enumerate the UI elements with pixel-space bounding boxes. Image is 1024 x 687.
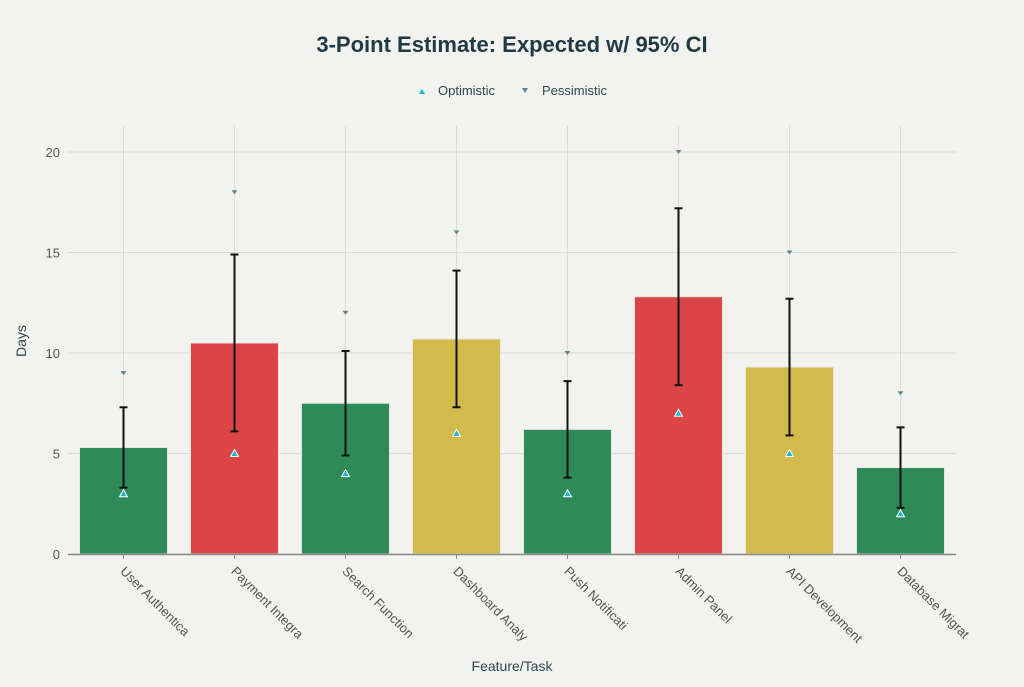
x-tick-label: Search Function [339,564,417,642]
optimistic-point [673,408,684,417]
y-axis-label: Days [13,325,29,357]
pessimistic-point [564,351,571,355]
y-tick-label: 20 [46,145,60,160]
chart-title: 3-Point Estimate: Expected w/ 95% CI [316,32,707,57]
pessimistic-point [786,250,793,255]
pessimistic-point [231,190,238,195]
pessimistic-point [453,230,460,235]
pessimistic-point [342,310,349,315]
markers [118,150,906,518]
optimistic-point [340,468,351,478]
optimistic-point [229,448,240,457]
pessimistic-point [897,391,904,396]
optimistic-point [895,508,906,518]
y-axis-ticks: 0 5 10 15 20 [46,145,60,562]
error-bars [119,207,905,509]
optimistic-point [562,488,573,498]
x-axis-label: Feature/Task [472,658,554,674]
legend-pessimistic-marker [522,88,528,93]
bars [79,296,945,555]
optimistic-point [784,448,795,457]
optimistic-point [118,488,129,498]
legend-optimistic-marker [419,89,425,94]
legend-optimistic-label[interactable]: Optimistic [438,83,496,98]
legend-pessimistic-label[interactable]: Pessimistic [542,83,608,98]
x-tick-label: User Authentica [117,564,193,640]
x-tick-label: API Development [783,564,865,646]
legend: Optimistic Pessimistic [419,83,608,98]
y-tick-label: 10 [46,346,60,361]
y-tick-label: 15 [46,246,60,261]
x-tick-label: Dashboard Analy [450,564,531,645]
x-tick-label: Database Migrat [894,564,972,642]
pessimistic-point [120,371,127,376]
y-tick-label: 0 [53,547,60,562]
optimistic-point [451,428,462,437]
y-tick-label: 5 [53,447,60,462]
x-tick-label: Push Notificati [561,564,630,633]
x-tick-label: Admin Panel [672,564,735,627]
x-tick-label: Payment Integra [228,564,307,643]
pessimistic-point [675,150,682,154]
x-axis-ticks: User Authentica Payment Integra Search Fun… [117,554,973,646]
